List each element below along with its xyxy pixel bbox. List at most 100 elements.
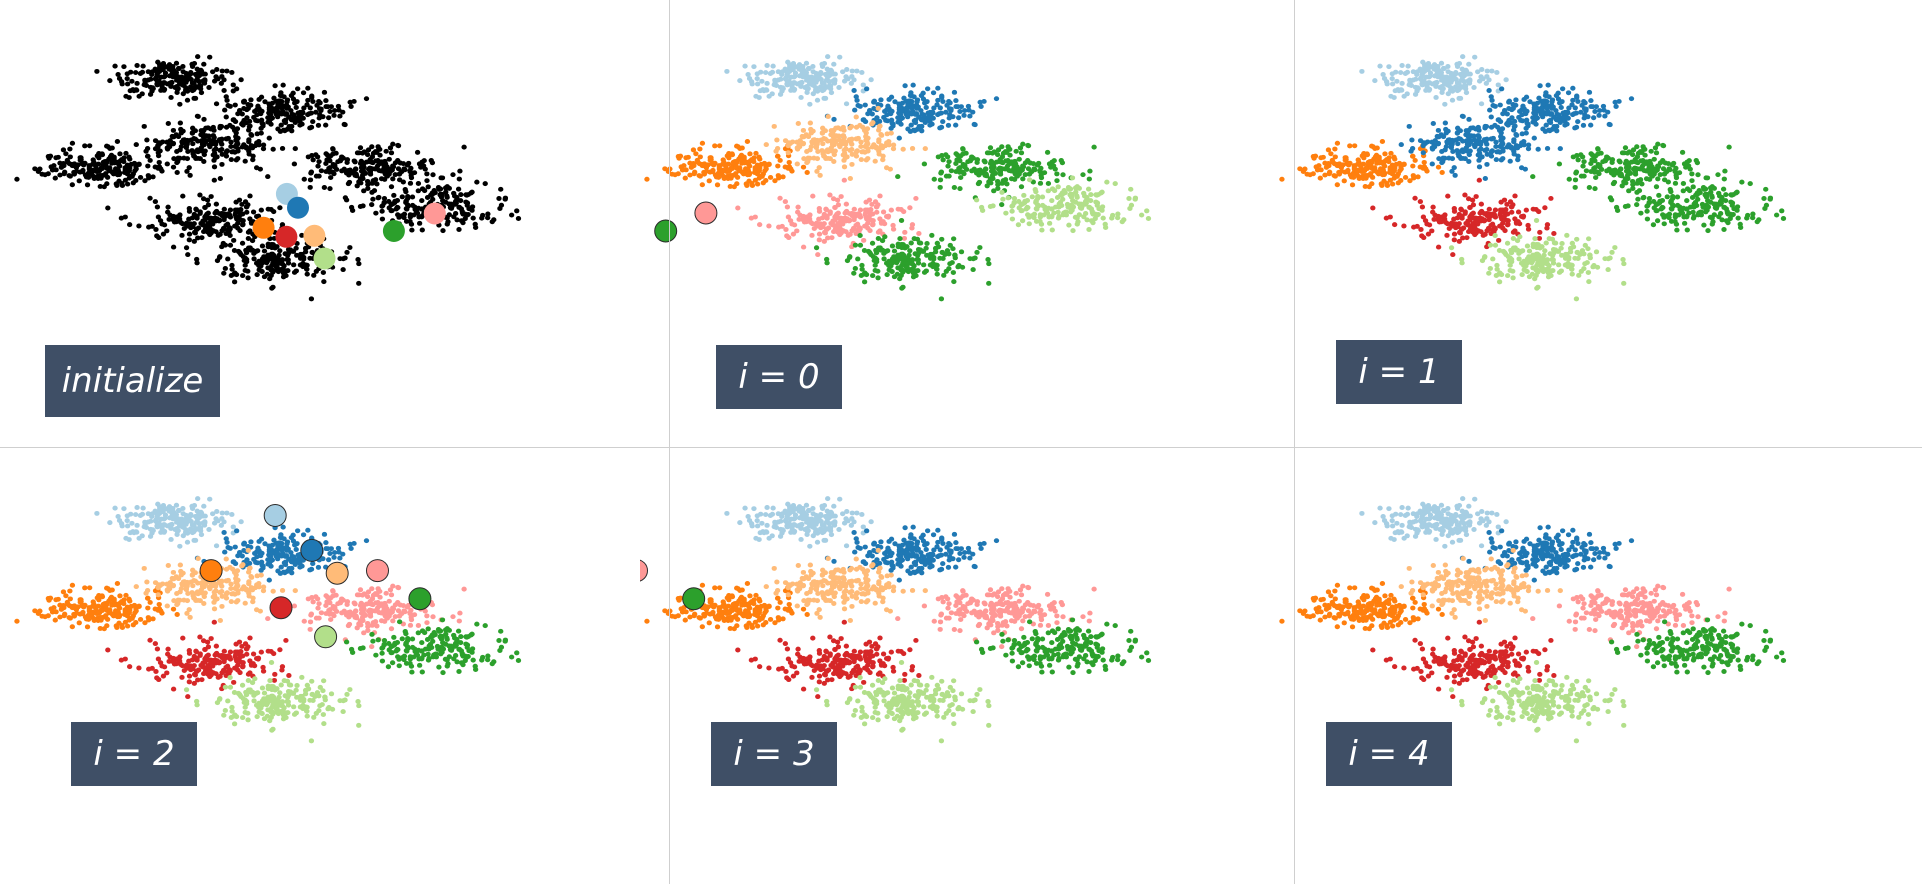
data-point [104, 174, 111, 180]
data-point [1623, 165, 1630, 171]
data-point [763, 70, 769, 76]
data-point [159, 65, 166, 71]
data-point [747, 151, 753, 157]
data-point [258, 268, 264, 274]
data-point [1046, 220, 1053, 226]
data-point [367, 171, 374, 177]
data-point [810, 82, 817, 88]
data-point [1458, 206, 1464, 212]
data-point [876, 118, 883, 124]
data-point [974, 157, 981, 163]
data-point [800, 164, 807, 170]
data-point [361, 149, 368, 155]
data-point [786, 159, 792, 165]
data-point [253, 165, 260, 171]
data-point [231, 248, 238, 253]
data-point [187, 172, 193, 178]
data-point [159, 507, 166, 513]
data-point [113, 166, 119, 172]
data-point [80, 167, 86, 173]
data-point [306, 111, 312, 117]
data-point [967, 113, 973, 119]
data-point [1540, 98, 1546, 104]
data-point [865, 146, 871, 152]
data-point [1607, 122, 1613, 128]
data-point [221, 519, 227, 525]
data-point [1066, 186, 1072, 192]
data-point [880, 153, 886, 159]
data-point [1562, 110, 1568, 116]
data-point [266, 135, 272, 141]
data-point [1512, 145, 1519, 151]
data-point [1345, 167, 1351, 173]
data-point [201, 61, 207, 67]
data-point [1488, 153, 1495, 159]
data-point [1565, 90, 1572, 96]
data-point [1394, 78, 1400, 84]
data-point [1488, 114, 1494, 120]
data-point [1665, 161, 1672, 167]
data-point [1655, 176, 1661, 182]
data-point [1002, 149, 1009, 155]
data-point [973, 170, 980, 176]
data-point [1574, 250, 1580, 255]
data-point [274, 107, 280, 113]
data-point [267, 111, 274, 117]
data-point [194, 508, 200, 514]
data-point [939, 250, 945, 255]
data-point [347, 99, 353, 105]
data-point [1005, 157, 1011, 163]
data-point [213, 229, 219, 235]
data-point [63, 151, 69, 157]
data-point [245, 236, 252, 241]
data-point [749, 81, 755, 87]
data-point [134, 87, 140, 93]
data-point [1061, 187, 1067, 193]
data-point [401, 166, 407, 172]
data-point [752, 214, 758, 220]
data-point [1549, 236, 1556, 242]
data-point [117, 151, 123, 157]
data-point [233, 86, 240, 92]
data-point [316, 98, 322, 104]
data-point [944, 102, 950, 108]
data-point [979, 208, 986, 213]
data-point [1012, 170, 1019, 176]
data-point [1492, 122, 1498, 128]
data-point [1009, 208, 1015, 214]
data-point [898, 218, 905, 223]
data-point [223, 222, 229, 228]
data-point [1009, 203, 1015, 209]
data-point [1391, 154, 1397, 160]
data-point [861, 237, 867, 243]
data-point [1595, 146, 1601, 152]
data-point [94, 68, 100, 74]
data-point [878, 97, 884, 103]
data-point [1525, 222, 1531, 228]
data-point [811, 226, 817, 232]
data-point [873, 144, 879, 150]
data-point [1720, 186, 1727, 192]
data-point [820, 80, 826, 86]
data-point [858, 144, 864, 150]
data-point [109, 169, 116, 175]
data-point [759, 173, 765, 179]
data-point [950, 246, 956, 252]
data-point [171, 134, 177, 140]
data-point [139, 511, 146, 517]
data-point [121, 506, 127, 512]
data-point [1363, 165, 1369, 171]
data-point [891, 248, 898, 254]
data-point [323, 161, 329, 166]
data-point [1063, 209, 1069, 215]
data-point [1504, 240, 1511, 246]
data-point [1439, 76, 1445, 82]
data-point [1592, 165, 1598, 171]
data-point [78, 157, 84, 163]
data-point [1320, 154, 1326, 160]
data-point [456, 176, 462, 182]
data-point [165, 209, 171, 215]
data-point [1542, 248, 1548, 254]
data-point [813, 245, 820, 251]
data-point [921, 161, 928, 167]
